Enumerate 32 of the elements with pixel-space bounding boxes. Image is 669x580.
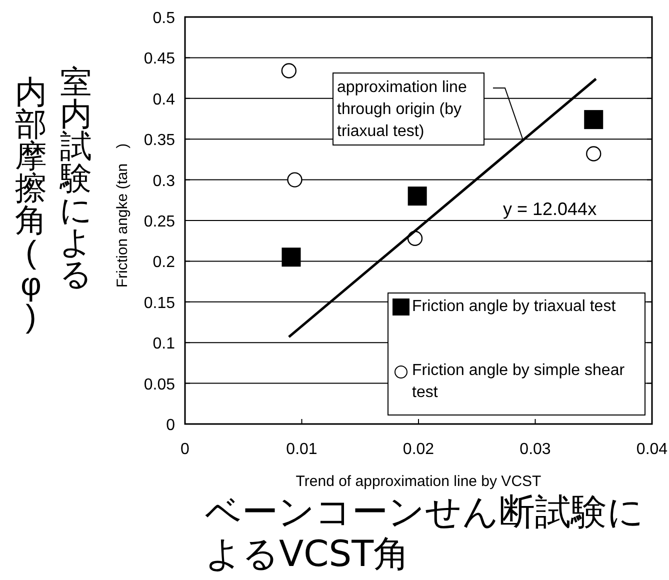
y-tick-label: 0.05	[144, 376, 176, 394]
y-tick-label: 0.35	[144, 132, 176, 150]
point	[586, 146, 602, 162]
x-axis-title: Trend of approximation line by VCST	[296, 473, 542, 490]
y-tick-label: 0.45	[144, 50, 176, 68]
point	[281, 63, 297, 78]
annotation: y = 12.044x	[503, 199, 597, 220]
text: ベーンコーンせん断試験によるVCST角	[205, 492, 645, 576]
text: 室内試験による	[58, 64, 94, 292]
annotation: approximation line through origin (by triaxual test)	[337, 79, 467, 140]
y-axis-title: Friction angke (tan )	[114, 143, 131, 288]
y-tick-label: 0.2	[152, 254, 176, 272]
x-tick-label: 0.02	[402, 441, 434, 458]
legend-label: Friction angle by triaxual test	[412, 297, 616, 317]
x-tick-label: 0.01	[286, 441, 318, 458]
y-tick-label: 0	[166, 417, 176, 434]
point	[584, 110, 604, 130]
y-tick-label: 0.4	[152, 91, 176, 108]
y-tick-label: 0.3	[152, 172, 176, 190]
point	[282, 248, 301, 267]
y-tick-label: 0.15	[144, 294, 176, 312]
text: 内部摩擦角(φ)	[14, 74, 48, 334]
y-tick-label: 0.5	[152, 10, 176, 27]
annotation-callout: approximation line through origin (by triaxual test)	[332, 72, 524, 146]
x-tick-label: 0	[180, 441, 190, 458]
point	[408, 186, 427, 206]
point	[287, 172, 302, 188]
y-tick-label: 0.25	[144, 214, 176, 230]
legend-label: Friction angle by simple shear test	[412, 361, 626, 403]
x-tick-label: 0.04	[636, 441, 668, 458]
y-tick-label: 0.1	[152, 336, 176, 353]
x-tick-label: 0.03	[520, 441, 551, 458]
